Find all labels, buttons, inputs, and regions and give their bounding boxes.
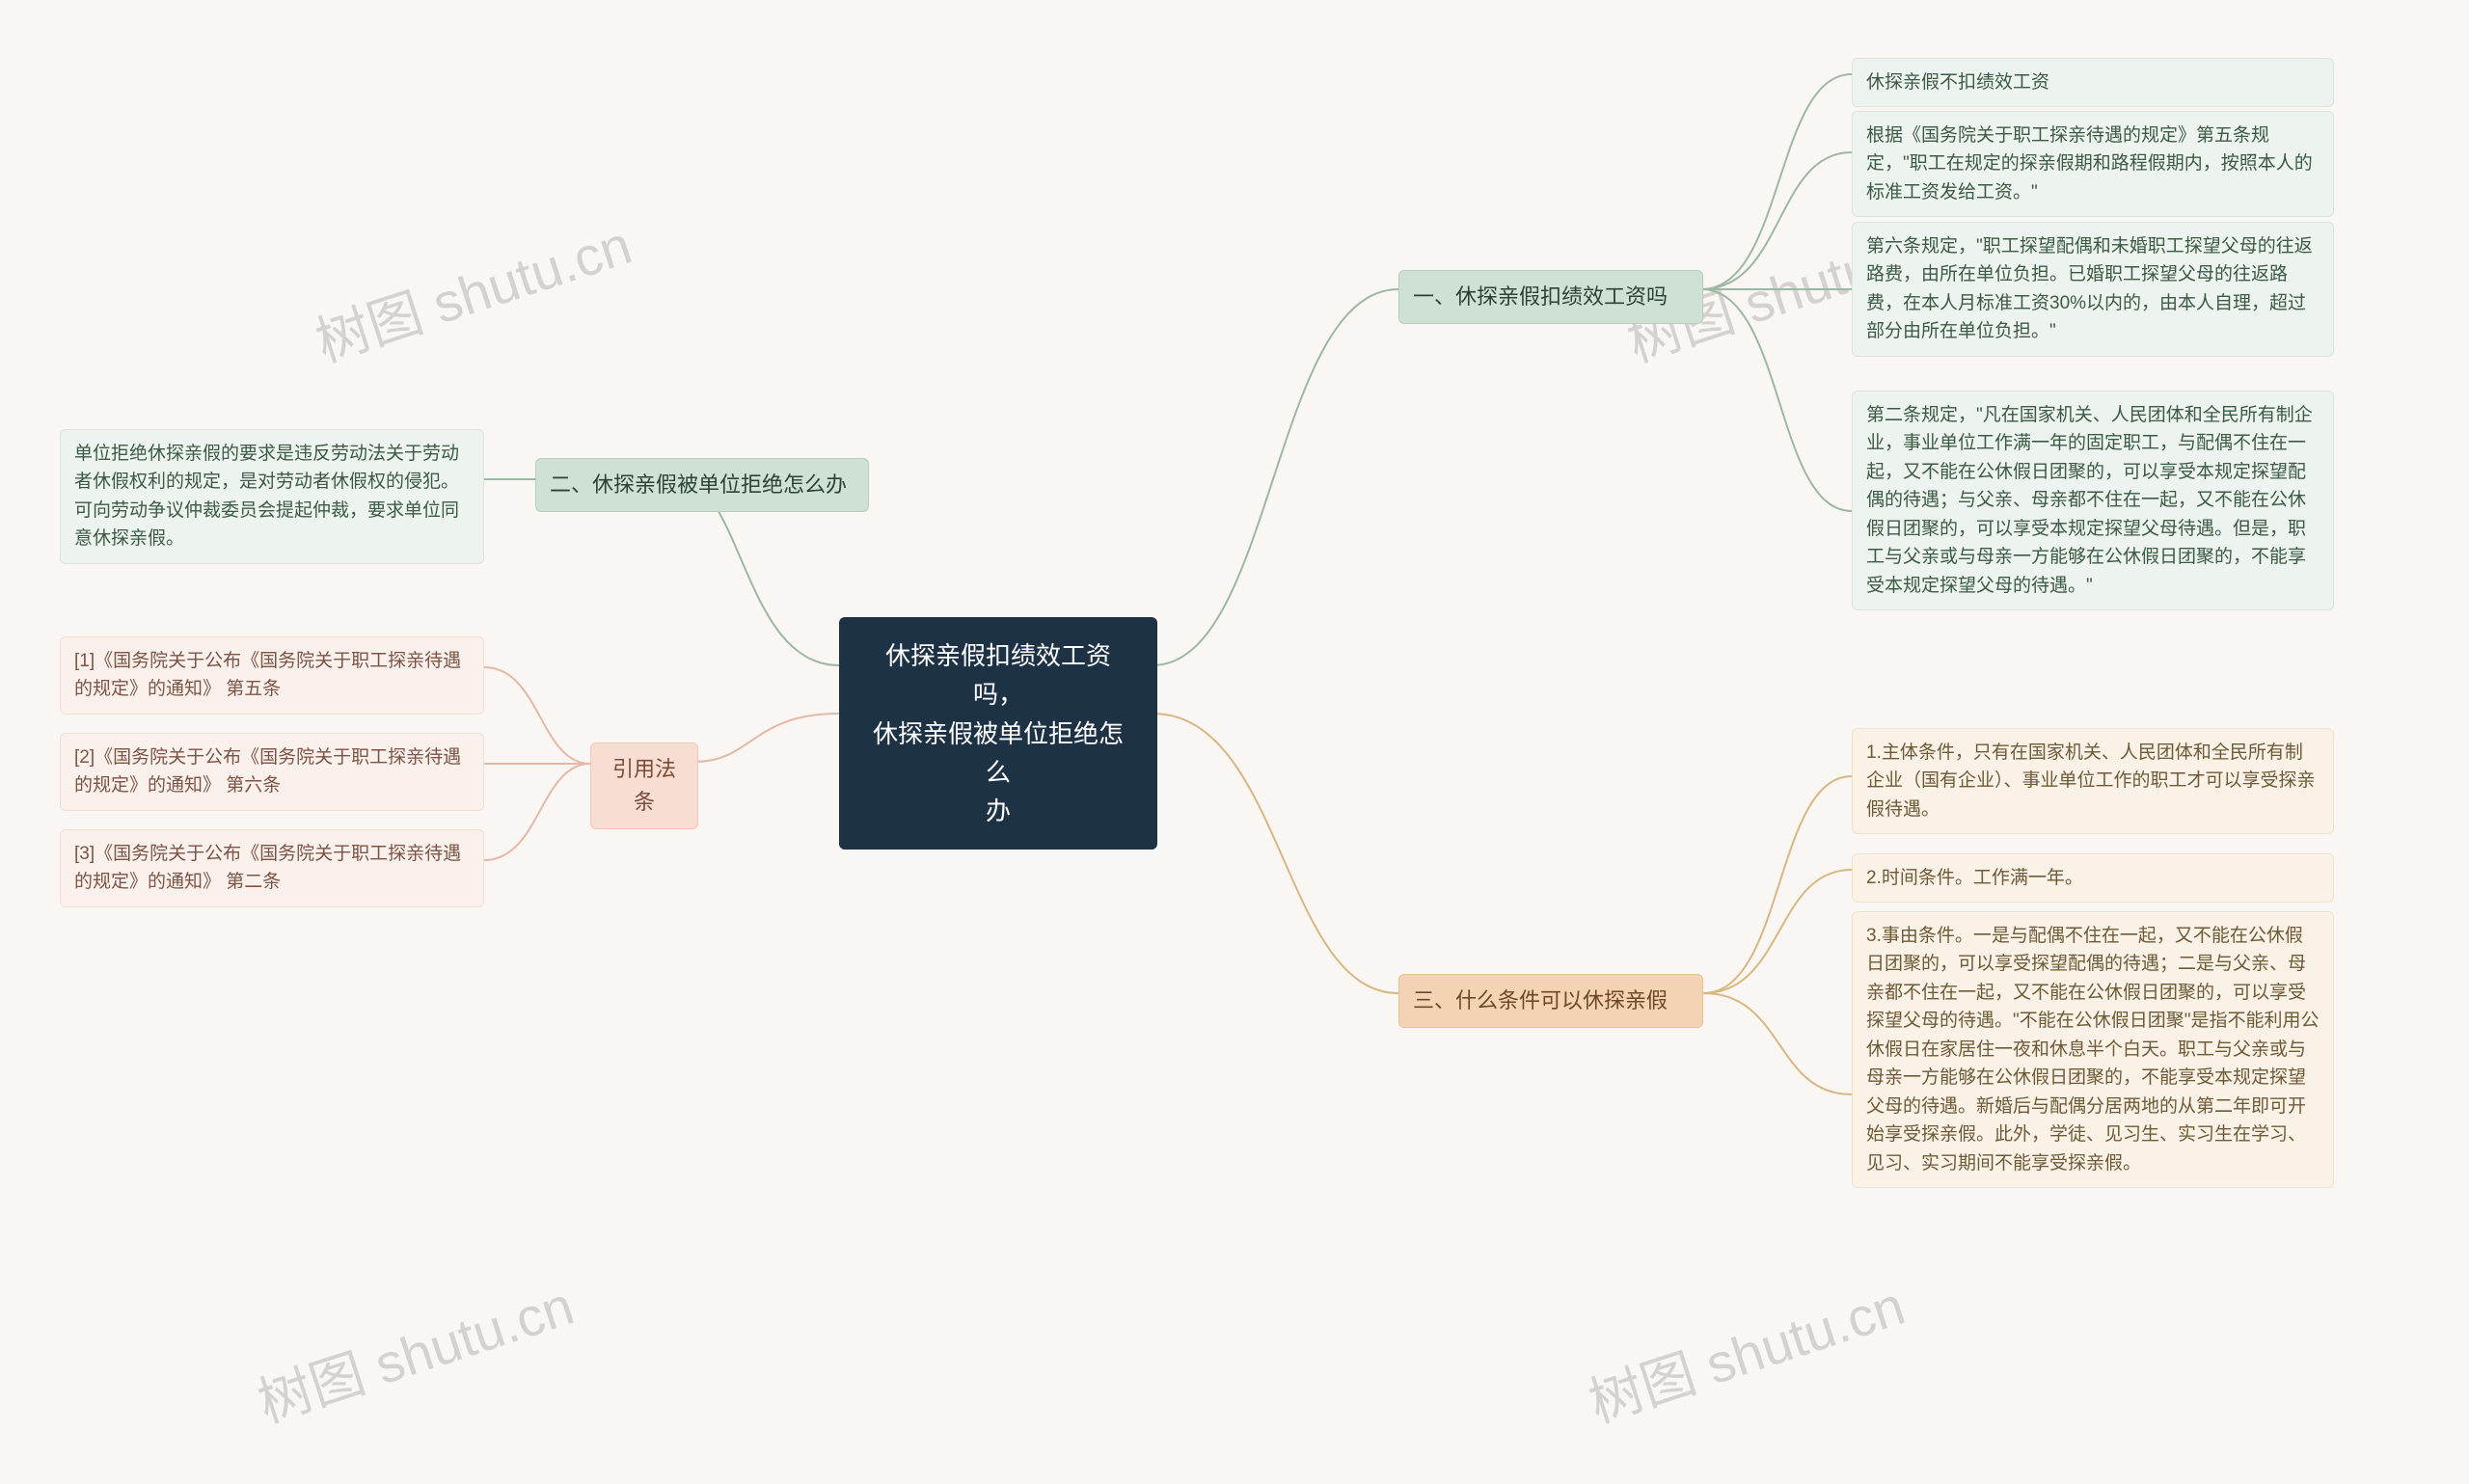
leaf-node: [2]《国务院关于公布《国务院关于职工探亲待遇的规定》的通知》 第六条	[60, 733, 484, 811]
leaf-node: 第二条规定，"凡在国家机关、人民团体和全民所有制企业，事业单位工作满一年的固定职…	[1852, 391, 2334, 610]
leaf-text: 根据《国务院关于职工探亲待遇的规定》第五条规定，"职工在规定的探亲假期和路程假期…	[1866, 125, 2313, 202]
branch-section-2: 二、休探亲假被单位拒绝怎么办	[535, 458, 869, 512]
branch-label: 一、休探亲假扣绩效工资吗	[1413, 284, 1668, 309]
watermark: 树图 shutu.cn	[1578, 1263, 1913, 1439]
leaf-text: [3]《国务院关于公布《国务院关于职工探亲待遇的规定》的通知》 第二条	[74, 844, 461, 892]
leaf-node: 1.主体条件，只有在国家机关、人民团体和全民所有制企业（国有企业）、事业单位工作…	[1852, 728, 2334, 834]
branch-section-3: 三、什么条件可以休探亲假	[1398, 974, 1703, 1028]
leaf-node: [3]《国务院关于公布《国务院关于职工探亲待遇的规定》的通知》 第二条	[60, 829, 484, 907]
watermark: 树图 shutu.cn	[247, 1263, 583, 1439]
branch-label: 引用法条	[612, 757, 676, 814]
leaf-text: 单位拒绝休探亲假的要求是违反劳动法关于劳动者休假权利的规定，是对劳动者休假权的侵…	[74, 444, 459, 549]
watermark: 树图 shutu.cn	[305, 202, 640, 378]
leaf-node: 休探亲假不扣绩效工资	[1852, 58, 2334, 107]
leaf-text: 第二条规定，"凡在国家机关、人民团体和全民所有制企业，事业单位工作满一年的固定职…	[1866, 405, 2313, 596]
leaf-text: 休探亲假不扣绩效工资	[1866, 72, 2049, 93]
leaf-node: 3.事由条件。一是与配偶不住在一起，又不能在公休假日团聚的，可以享受探望配偶的待…	[1852, 911, 2334, 1188]
mindmap-root: 休探亲假扣绩效工资吗，休探亲假被单位拒绝怎么办	[839, 617, 1157, 850]
leaf-text: [1]《国务院关于公布《国务院关于职工探亲待遇的规定》的通知》 第五条	[74, 651, 461, 699]
leaf-node: 2.时间条件。工作满一年。	[1852, 853, 2334, 903]
branch-label: 三、什么条件可以休探亲假	[1413, 988, 1668, 1012]
branch-label: 二、休探亲假被单位拒绝怎么办	[550, 472, 847, 497]
branch-section-1: 一、休探亲假扣绩效工资吗	[1398, 270, 1703, 324]
leaf-node: 第六条规定，"职工探望配偶和未婚职工探望父母的往返路费，由所在单位负担。已婚职工…	[1852, 222, 2334, 357]
root-text: 休探亲假扣绩效工资吗，休探亲假被单位拒绝怎么办	[873, 641, 1124, 825]
leaf-node: 根据《国务院关于职工探亲待遇的规定》第五条规定，"职工在规定的探亲假期和路程假期…	[1852, 111, 2334, 217]
leaf-text: [2]《国务院关于公布《国务院关于职工探亲待遇的规定》的通知》 第六条	[74, 747, 461, 796]
leaf-node: [1]《国务院关于公布《国务院关于职工探亲待遇的规定》的通知》 第五条	[60, 636, 484, 715]
leaf-text: 第六条规定，"职工探望配偶和未婚职工探望父母的往返路费，由所在单位负担。已婚职工…	[1866, 236, 2313, 341]
leaf-text: 3.事由条件。一是与配偶不住在一起，又不能在公休假日团聚的，可以享受探望配偶的待…	[1866, 926, 2320, 1174]
branch-cite: 引用法条	[590, 742, 698, 829]
leaf-text: 2.时间条件。工作满一年。	[1866, 868, 2083, 888]
leaf-node: 单位拒绝休探亲假的要求是违反劳动法关于劳动者休假权利的规定，是对劳动者休假权的侵…	[60, 429, 484, 564]
leaf-text: 1.主体条件，只有在国家机关、人民团体和全民所有制企业（国有企业）、事业单位工作…	[1866, 742, 2316, 820]
